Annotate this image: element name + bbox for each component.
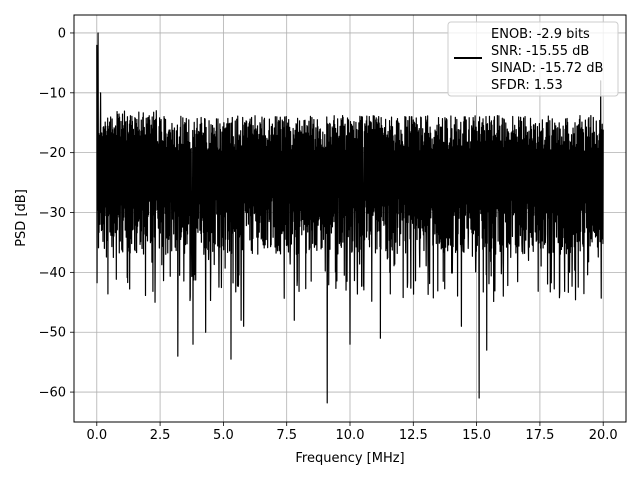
x-tick-label: 12.5 bbox=[399, 428, 428, 443]
legend: ENOB: -2.9 bits SNR: -15.55 dB SINAD: -1… bbox=[447, 21, 619, 97]
x-axis-label: Frequency [MHz] bbox=[295, 451, 404, 466]
y-tick-label: 0 bbox=[58, 26, 66, 41]
legend-sfdr: SFDR: 1.53 bbox=[491, 78, 563, 93]
series-line bbox=[96, 32, 604, 404]
y-axis-label: PSD [dB] bbox=[14, 189, 29, 247]
x-tick-label: 10.0 bbox=[336, 428, 365, 443]
y-tick-label: −10 bbox=[39, 86, 66, 101]
y-tick-label: −30 bbox=[39, 206, 66, 221]
legend-enob: ENOB: -2.9 bits bbox=[491, 27, 590, 42]
y-tick-label: −50 bbox=[39, 326, 66, 341]
series-psd bbox=[96, 32, 604, 404]
x-axis-ticks: 0.0 2.5 5.0 7.5 10.0 12.5 15.0 17.5 20.0 bbox=[86, 422, 618, 443]
x-tick-label: 7.5 bbox=[276, 428, 297, 443]
y-axis-ticks: 0 −10 −20 −30 −40 −50 −60 bbox=[39, 26, 74, 401]
x-tick-label: 5.0 bbox=[213, 428, 234, 443]
x-tick-label: 0.0 bbox=[86, 428, 107, 443]
x-tick-label: 2.5 bbox=[150, 428, 171, 443]
legend-snr: SNR: -15.55 dB bbox=[491, 44, 589, 59]
y-tick-label: −60 bbox=[39, 386, 66, 401]
x-tick-label: 17.5 bbox=[525, 428, 554, 443]
y-tick-label: −20 bbox=[39, 146, 66, 161]
y-tick-label: −40 bbox=[39, 266, 66, 281]
legend-box bbox=[447, 21, 619, 97]
x-tick-label: 15.0 bbox=[462, 428, 491, 443]
legend-sinad: SINAD: -15.72 dB bbox=[491, 61, 603, 76]
x-tick-label: 20.0 bbox=[589, 428, 618, 443]
